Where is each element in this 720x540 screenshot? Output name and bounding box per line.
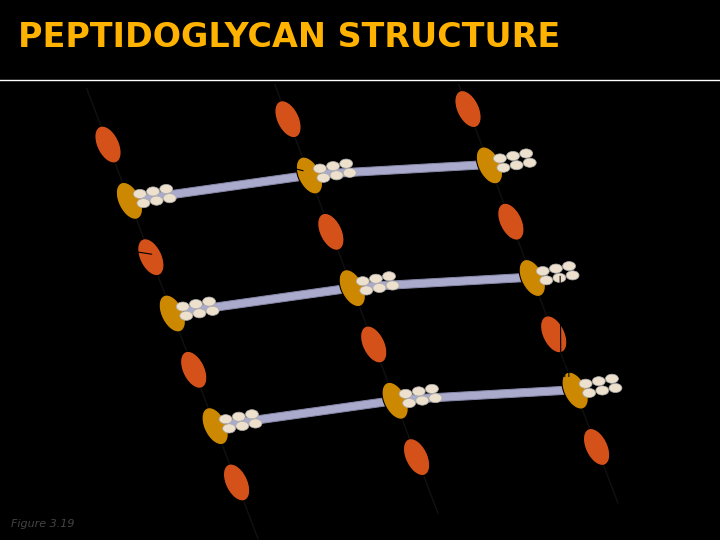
Circle shape [536,267,549,275]
Circle shape [150,196,163,205]
Circle shape [176,302,189,311]
Ellipse shape [477,147,503,184]
Ellipse shape [562,372,588,409]
Circle shape [593,377,606,386]
Circle shape [562,261,575,271]
Ellipse shape [181,352,207,388]
Circle shape [180,311,193,320]
Ellipse shape [138,239,164,275]
Circle shape [193,309,206,318]
Circle shape [429,394,442,403]
Circle shape [609,383,622,393]
Circle shape [236,421,249,430]
Circle shape [327,161,340,171]
Ellipse shape [159,295,186,332]
Ellipse shape [318,213,344,251]
Circle shape [246,410,258,419]
Circle shape [596,386,609,395]
Circle shape [382,272,395,281]
FancyArrow shape [401,386,582,403]
Circle shape [579,379,592,388]
Circle shape [160,184,173,193]
Ellipse shape [202,408,228,444]
Text: PEPTIDOGLYCAN STRUCTURE: PEPTIDOGLYCAN STRUCTURE [18,21,560,54]
Circle shape [402,399,415,408]
FancyArrow shape [221,395,403,429]
Circle shape [493,154,506,163]
Circle shape [356,276,369,286]
Circle shape [553,273,566,282]
Ellipse shape [339,269,366,307]
Ellipse shape [583,428,610,465]
Circle shape [497,163,510,172]
Circle shape [399,389,412,399]
Circle shape [540,276,553,285]
Text: N-Acetylglucosamine: N-Acetylglucosamine [7,236,152,254]
Text: Figure 3.19: Figure 3.19 [11,519,74,529]
Circle shape [340,159,353,168]
Ellipse shape [498,203,524,240]
Circle shape [249,419,262,428]
Circle shape [317,173,330,183]
FancyArrow shape [359,273,539,291]
Circle shape [189,300,202,309]
FancyArrow shape [178,283,360,316]
Circle shape [163,194,176,203]
Circle shape [360,286,373,295]
Circle shape [222,424,235,433]
Ellipse shape [95,126,121,163]
Ellipse shape [361,326,387,363]
Ellipse shape [223,464,250,501]
Ellipse shape [403,438,430,476]
Circle shape [606,374,618,383]
Text: Peptide
chain: Peptide chain [540,276,582,379]
Circle shape [343,168,356,178]
Ellipse shape [519,260,546,296]
Circle shape [137,199,150,208]
Circle shape [507,151,520,160]
Circle shape [510,160,523,170]
Text: N-Acetylmuramic acid: N-Acetylmuramic acid [130,137,303,171]
Circle shape [233,412,246,421]
Circle shape [147,187,160,196]
Circle shape [520,149,533,158]
Circle shape [313,164,326,173]
Circle shape [582,388,595,397]
Circle shape [413,387,426,396]
Circle shape [330,171,343,180]
Ellipse shape [541,316,567,353]
Ellipse shape [275,100,301,138]
Circle shape [133,190,146,199]
FancyArrow shape [315,160,497,178]
Circle shape [426,384,438,394]
Circle shape [373,284,386,293]
Ellipse shape [297,157,323,194]
Circle shape [206,306,219,315]
Circle shape [202,297,215,306]
FancyArrow shape [135,170,318,204]
Circle shape [386,281,399,290]
Circle shape [549,264,562,273]
Text: Pentaglycine
interbridge: Pentaglycine interbridge [266,421,338,531]
Circle shape [523,158,536,167]
Circle shape [219,415,232,424]
Ellipse shape [382,382,408,419]
Ellipse shape [117,183,143,219]
Ellipse shape [455,91,481,127]
Circle shape [566,271,579,280]
Circle shape [416,396,429,405]
Circle shape [369,274,382,284]
